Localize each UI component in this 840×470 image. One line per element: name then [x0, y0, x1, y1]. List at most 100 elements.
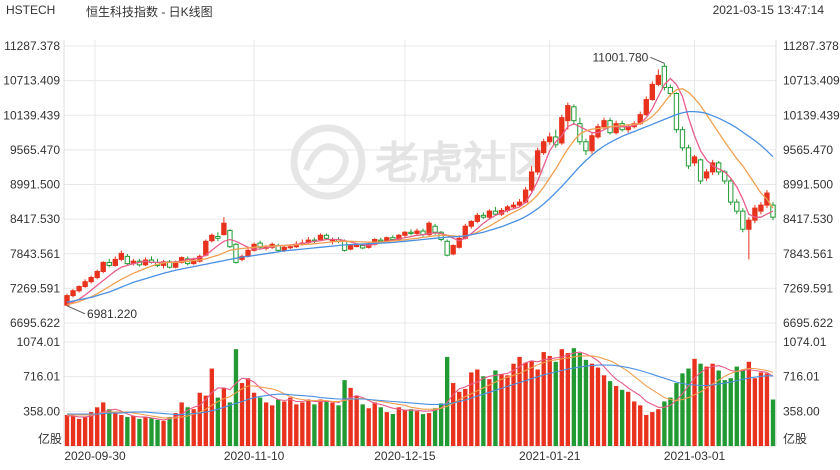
candle-up[interactable]	[347, 245, 354, 250]
volume-bar-down[interactable]	[619, 389, 625, 446]
volume-bar-up[interactable]	[245, 378, 251, 446]
volume-bar-up[interactable]	[601, 375, 607, 446]
volume-bar-up[interactable]	[354, 395, 359, 446]
candle-up[interactable]	[601, 120, 607, 128]
volume-bar-up[interactable]	[384, 412, 389, 446]
candle-up[interactable]	[547, 136, 553, 143]
volume-bar-up[interactable]	[499, 374, 504, 446]
volume-bar-down[interactable]	[722, 380, 727, 446]
candle-down[interactable]	[571, 106, 577, 122]
volume-bar-up[interactable]	[595, 367, 601, 446]
candle-up[interactable]	[450, 245, 456, 255]
candle-up[interactable]	[703, 171, 710, 179]
candle-up[interactable]	[112, 258, 118, 266]
volume-bar-up[interactable]	[263, 402, 269, 446]
volume-bar-down[interactable]	[336, 405, 341, 446]
volume-bar-down[interactable]	[185, 407, 190, 446]
candle-up[interactable]	[70, 290, 76, 297]
volume-bar-up[interactable]	[517, 356, 522, 446]
volume-bar-up[interactable]	[650, 412, 655, 446]
volume-bar-up[interactable]	[396, 407, 402, 446]
candle-down[interactable]	[679, 129, 686, 149]
volume-bar-up[interactable]	[541, 352, 546, 446]
candle-down[interactable]	[480, 214, 487, 218]
candle-up[interactable]	[64, 295, 70, 306]
volume-bar-up[interactable]	[288, 397, 293, 446]
volume-bar-down[interactable]	[107, 409, 112, 446]
candle-down[interactable]	[124, 255, 131, 265]
candle-up[interactable]	[100, 261, 106, 272]
candle-down[interactable]	[673, 92, 680, 131]
volume-bar-up[interactable]	[119, 415, 124, 446]
volume-bar-up[interactable]	[64, 415, 70, 446]
volume-bar-down[interactable]	[227, 402, 233, 446]
volume-bar-down[interactable]	[360, 404, 365, 446]
volume-bar-up[interactable]	[638, 405, 643, 446]
volume-bar-down[interactable]	[167, 416, 172, 446]
volume-bar-down[interactable]	[438, 403, 444, 446]
candle-down[interactable]	[360, 245, 366, 249]
volume-bar-down[interactable]	[149, 417, 154, 446]
candle-up[interactable]	[203, 240, 209, 256]
candle-up[interactable]	[456, 237, 462, 248]
candle-down[interactable]	[432, 225, 438, 233]
candle-down[interactable]	[341, 240, 348, 251]
volume-bar-down[interactable]	[553, 361, 558, 446]
candle-down[interactable]	[408, 231, 414, 234]
volume-bar-down[interactable]	[686, 368, 691, 446]
candle-up[interactable]	[426, 222, 432, 236]
volume-bar-down[interactable]	[125, 416, 130, 446]
candle-up[interactable]	[245, 249, 251, 257]
volume-bar-up[interactable]	[565, 353, 571, 446]
volume-bar-up[interactable]	[457, 391, 462, 446]
candle-up[interactable]	[281, 246, 287, 251]
volume-bar-up[interactable]	[203, 395, 208, 446]
candle-down[interactable]	[716, 162, 722, 173]
volume-bar-up[interactable]	[113, 412, 118, 446]
volume-bar-up[interactable]	[221, 387, 227, 446]
volume-bar-up[interactable]	[251, 392, 257, 446]
volume-bar-up[interactable]	[82, 416, 88, 446]
candle-down[interactable]	[106, 261, 112, 266]
volume-bar-down[interactable]	[444, 356, 450, 446]
candle-up[interactable]	[691, 156, 698, 164]
candle-up[interactable]	[317, 234, 324, 240]
volume-bar-down[interactable]	[668, 397, 673, 446]
volume-bar-up[interactable]	[294, 404, 299, 446]
volume-bar-down[interactable]	[583, 359, 589, 446]
volume-bar-up[interactable]	[300, 402, 305, 446]
candle-up[interactable]	[655, 74, 662, 85]
volume-bar-up[interactable]	[372, 402, 377, 446]
volume-bar-up[interactable]	[239, 383, 245, 446]
candle-up[interactable]	[510, 204, 517, 208]
candle-down[interactable]	[740, 210, 746, 230]
volume-bar-up[interactable]	[505, 375, 510, 446]
volume-bar-up[interactable]	[306, 399, 311, 446]
candle-up[interactable]	[76, 286, 82, 292]
volume-bar-up[interactable]	[414, 411, 420, 446]
volume-bar-down[interactable]	[607, 381, 613, 446]
volume-bar-up[interactable]	[101, 402, 106, 446]
candle-up[interactable]	[402, 231, 408, 236]
candle-up[interactable]	[474, 214, 480, 222]
volume-bar-up[interactable]	[191, 409, 196, 446]
volume-bar-up[interactable]	[330, 402, 335, 446]
volume-bar-down[interactable]	[432, 408, 438, 446]
candle-down[interactable]	[661, 65, 668, 88]
volume-bar-up[interactable]	[625, 391, 631, 446]
candle-down[interactable]	[667, 86, 674, 94]
candle-up[interactable]	[565, 105, 571, 122]
candle-up[interactable]	[221, 222, 227, 236]
candle-up[interactable]	[209, 234, 215, 242]
candle-down[interactable]	[215, 235, 221, 239]
candle-up[interactable]	[486, 210, 493, 218]
volume-bar-up[interactable]	[173, 413, 178, 446]
volume-bar-up[interactable]	[656, 409, 661, 446]
candle-up[interactable]	[88, 276, 94, 283]
volume-bar-down[interactable]	[662, 401, 667, 446]
volume-bar-up[interactable]	[95, 407, 100, 446]
candle-down[interactable]	[444, 240, 450, 256]
volume-bar-down[interactable]	[734, 366, 739, 446]
volume-bar-up[interactable]	[523, 362, 528, 446]
candle-up[interactable]	[94, 270, 100, 278]
